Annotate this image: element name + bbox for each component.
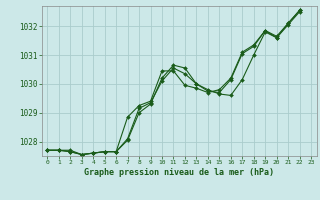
X-axis label: Graphe pression niveau de la mer (hPa): Graphe pression niveau de la mer (hPa) — [84, 168, 274, 177]
